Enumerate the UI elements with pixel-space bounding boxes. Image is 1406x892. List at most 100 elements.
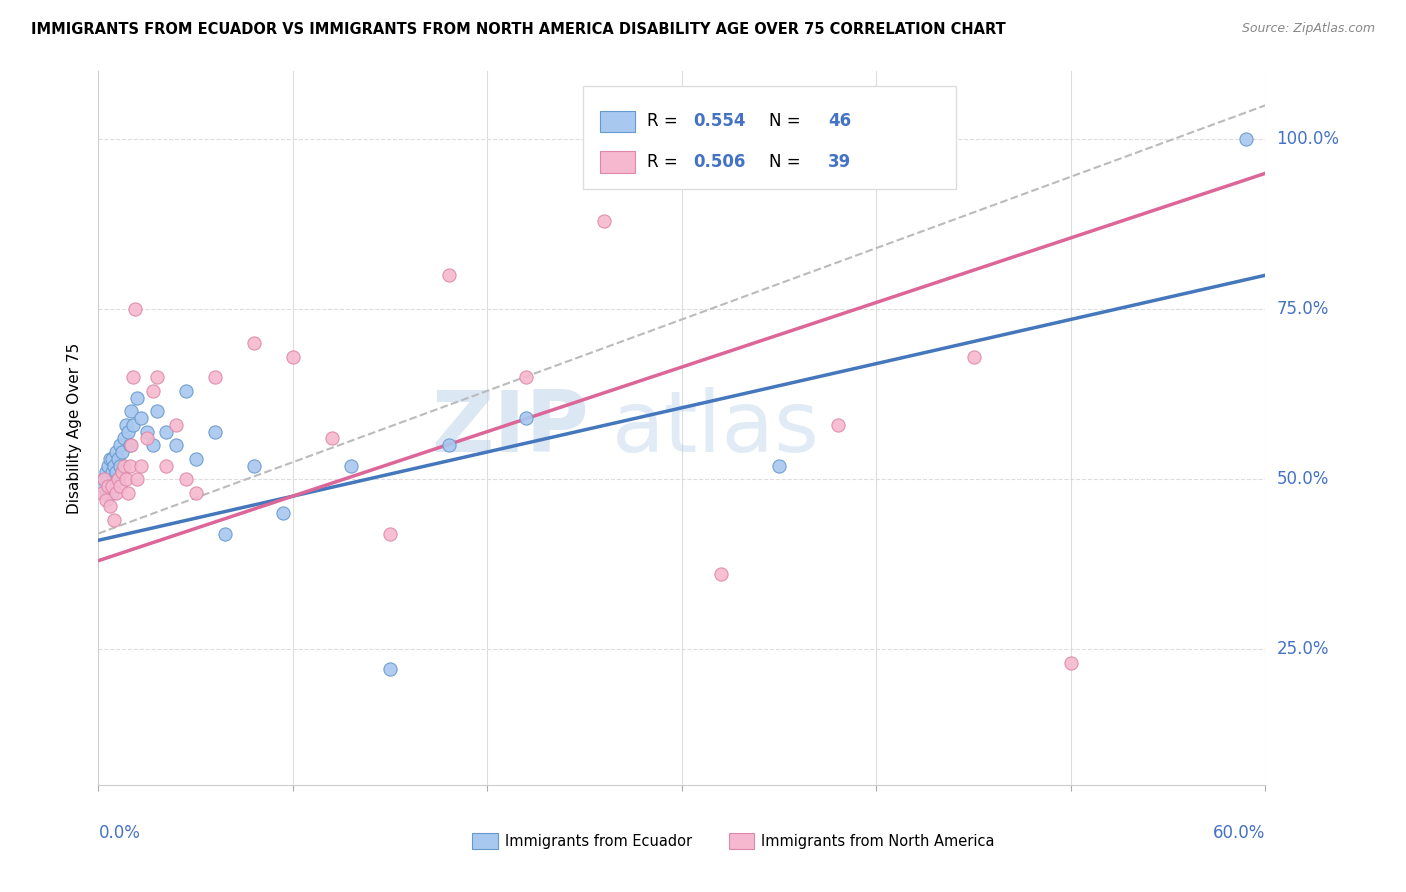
Point: [710, 567, 733, 582]
Point: [204, 425, 226, 439]
Bar: [600, 152, 636, 173]
Point: [129, 458, 152, 473]
Point: [104, 485, 127, 500]
Point: [98, 451, 121, 466]
Text: N =: N =: [769, 112, 806, 130]
Text: 100.0%: 100.0%: [1277, 130, 1340, 148]
Point: [1234, 132, 1257, 146]
Text: 75.0%: 75.0%: [1277, 301, 1329, 318]
Text: ZIP: ZIP: [430, 386, 589, 470]
Point: [121, 438, 143, 452]
Point: [155, 425, 177, 439]
Point: [101, 485, 124, 500]
Point: [129, 411, 152, 425]
Point: [112, 458, 135, 473]
Text: IMMIGRANTS FROM ECUADOR VS IMMIGRANTS FROM NORTH AMERICA DISABILITY AGE OVER 75 : IMMIGRANTS FROM ECUADOR VS IMMIGRANTS FR…: [31, 22, 1005, 37]
Text: N =: N =: [769, 153, 806, 171]
Bar: [600, 111, 636, 132]
Point: [214, 526, 236, 541]
Point: [112, 431, 135, 445]
Point: [165, 417, 187, 432]
Point: [108, 479, 131, 493]
Point: [103, 472, 125, 486]
Text: 0.554: 0.554: [693, 112, 747, 130]
Point: [281, 350, 304, 364]
Point: [174, 472, 197, 486]
Text: Source: ZipAtlas.com: Source: ZipAtlas.com: [1241, 22, 1375, 36]
Point: [104, 466, 127, 480]
Point: [184, 451, 207, 466]
Point: [827, 417, 849, 432]
Point: [93, 472, 115, 486]
Point: [515, 411, 537, 425]
Point: [380, 662, 402, 676]
Point: [593, 214, 616, 228]
Point: [118, 458, 141, 473]
Point: [122, 417, 145, 432]
Bar: [728, 833, 754, 849]
Point: [96, 485, 118, 500]
Point: [111, 466, 134, 480]
Point: [142, 438, 165, 452]
Point: [437, 438, 460, 452]
Point: [107, 451, 129, 466]
Point: [146, 404, 169, 418]
Text: R =: R =: [647, 112, 683, 130]
Point: [97, 472, 120, 486]
Text: 50.0%: 50.0%: [1277, 470, 1329, 488]
Point: [96, 466, 118, 480]
Point: [165, 438, 187, 452]
Point: [122, 370, 145, 384]
Point: [243, 336, 266, 351]
Point: [136, 425, 159, 439]
Point: [103, 458, 125, 473]
Point: [98, 500, 121, 514]
Point: [136, 431, 159, 445]
Point: [117, 485, 139, 500]
Point: [114, 472, 136, 486]
Point: [380, 526, 402, 541]
Point: [768, 458, 790, 473]
Point: [91, 479, 114, 493]
Point: [111, 445, 134, 459]
Point: [97, 458, 120, 473]
Point: [104, 445, 127, 459]
Point: [124, 302, 146, 317]
Point: [340, 458, 363, 473]
Text: 0.506: 0.506: [693, 153, 747, 171]
Point: [118, 438, 141, 452]
Point: [515, 370, 537, 384]
Text: 0.0%: 0.0%: [98, 824, 141, 842]
Text: 39: 39: [828, 153, 851, 171]
Point: [1060, 656, 1083, 670]
Point: [108, 438, 131, 452]
Point: [91, 485, 114, 500]
Point: [127, 391, 149, 405]
Text: 25.0%: 25.0%: [1277, 640, 1329, 658]
Point: [321, 431, 343, 445]
Text: R =: R =: [647, 153, 683, 171]
Point: [174, 384, 197, 398]
Point: [103, 513, 125, 527]
Point: [142, 384, 165, 398]
Point: [146, 370, 169, 384]
Point: [204, 370, 226, 384]
Point: [111, 466, 134, 480]
Point: [101, 479, 124, 493]
Point: [121, 404, 143, 418]
Point: [101, 466, 124, 480]
Y-axis label: Disability Age Over 75: Disability Age Over 75: [67, 343, 83, 514]
Text: Immigrants from North America: Immigrants from North America: [761, 834, 995, 849]
Point: [97, 479, 120, 493]
Point: [271, 506, 294, 520]
Point: [107, 472, 129, 486]
Text: atlas: atlas: [612, 386, 820, 470]
Point: [98, 479, 121, 493]
Point: [184, 485, 207, 500]
Point: [127, 472, 149, 486]
Point: [93, 472, 115, 486]
Point: [96, 492, 118, 507]
Point: [117, 425, 139, 439]
Point: [155, 458, 177, 473]
Text: 60.0%: 60.0%: [1213, 824, 1265, 842]
